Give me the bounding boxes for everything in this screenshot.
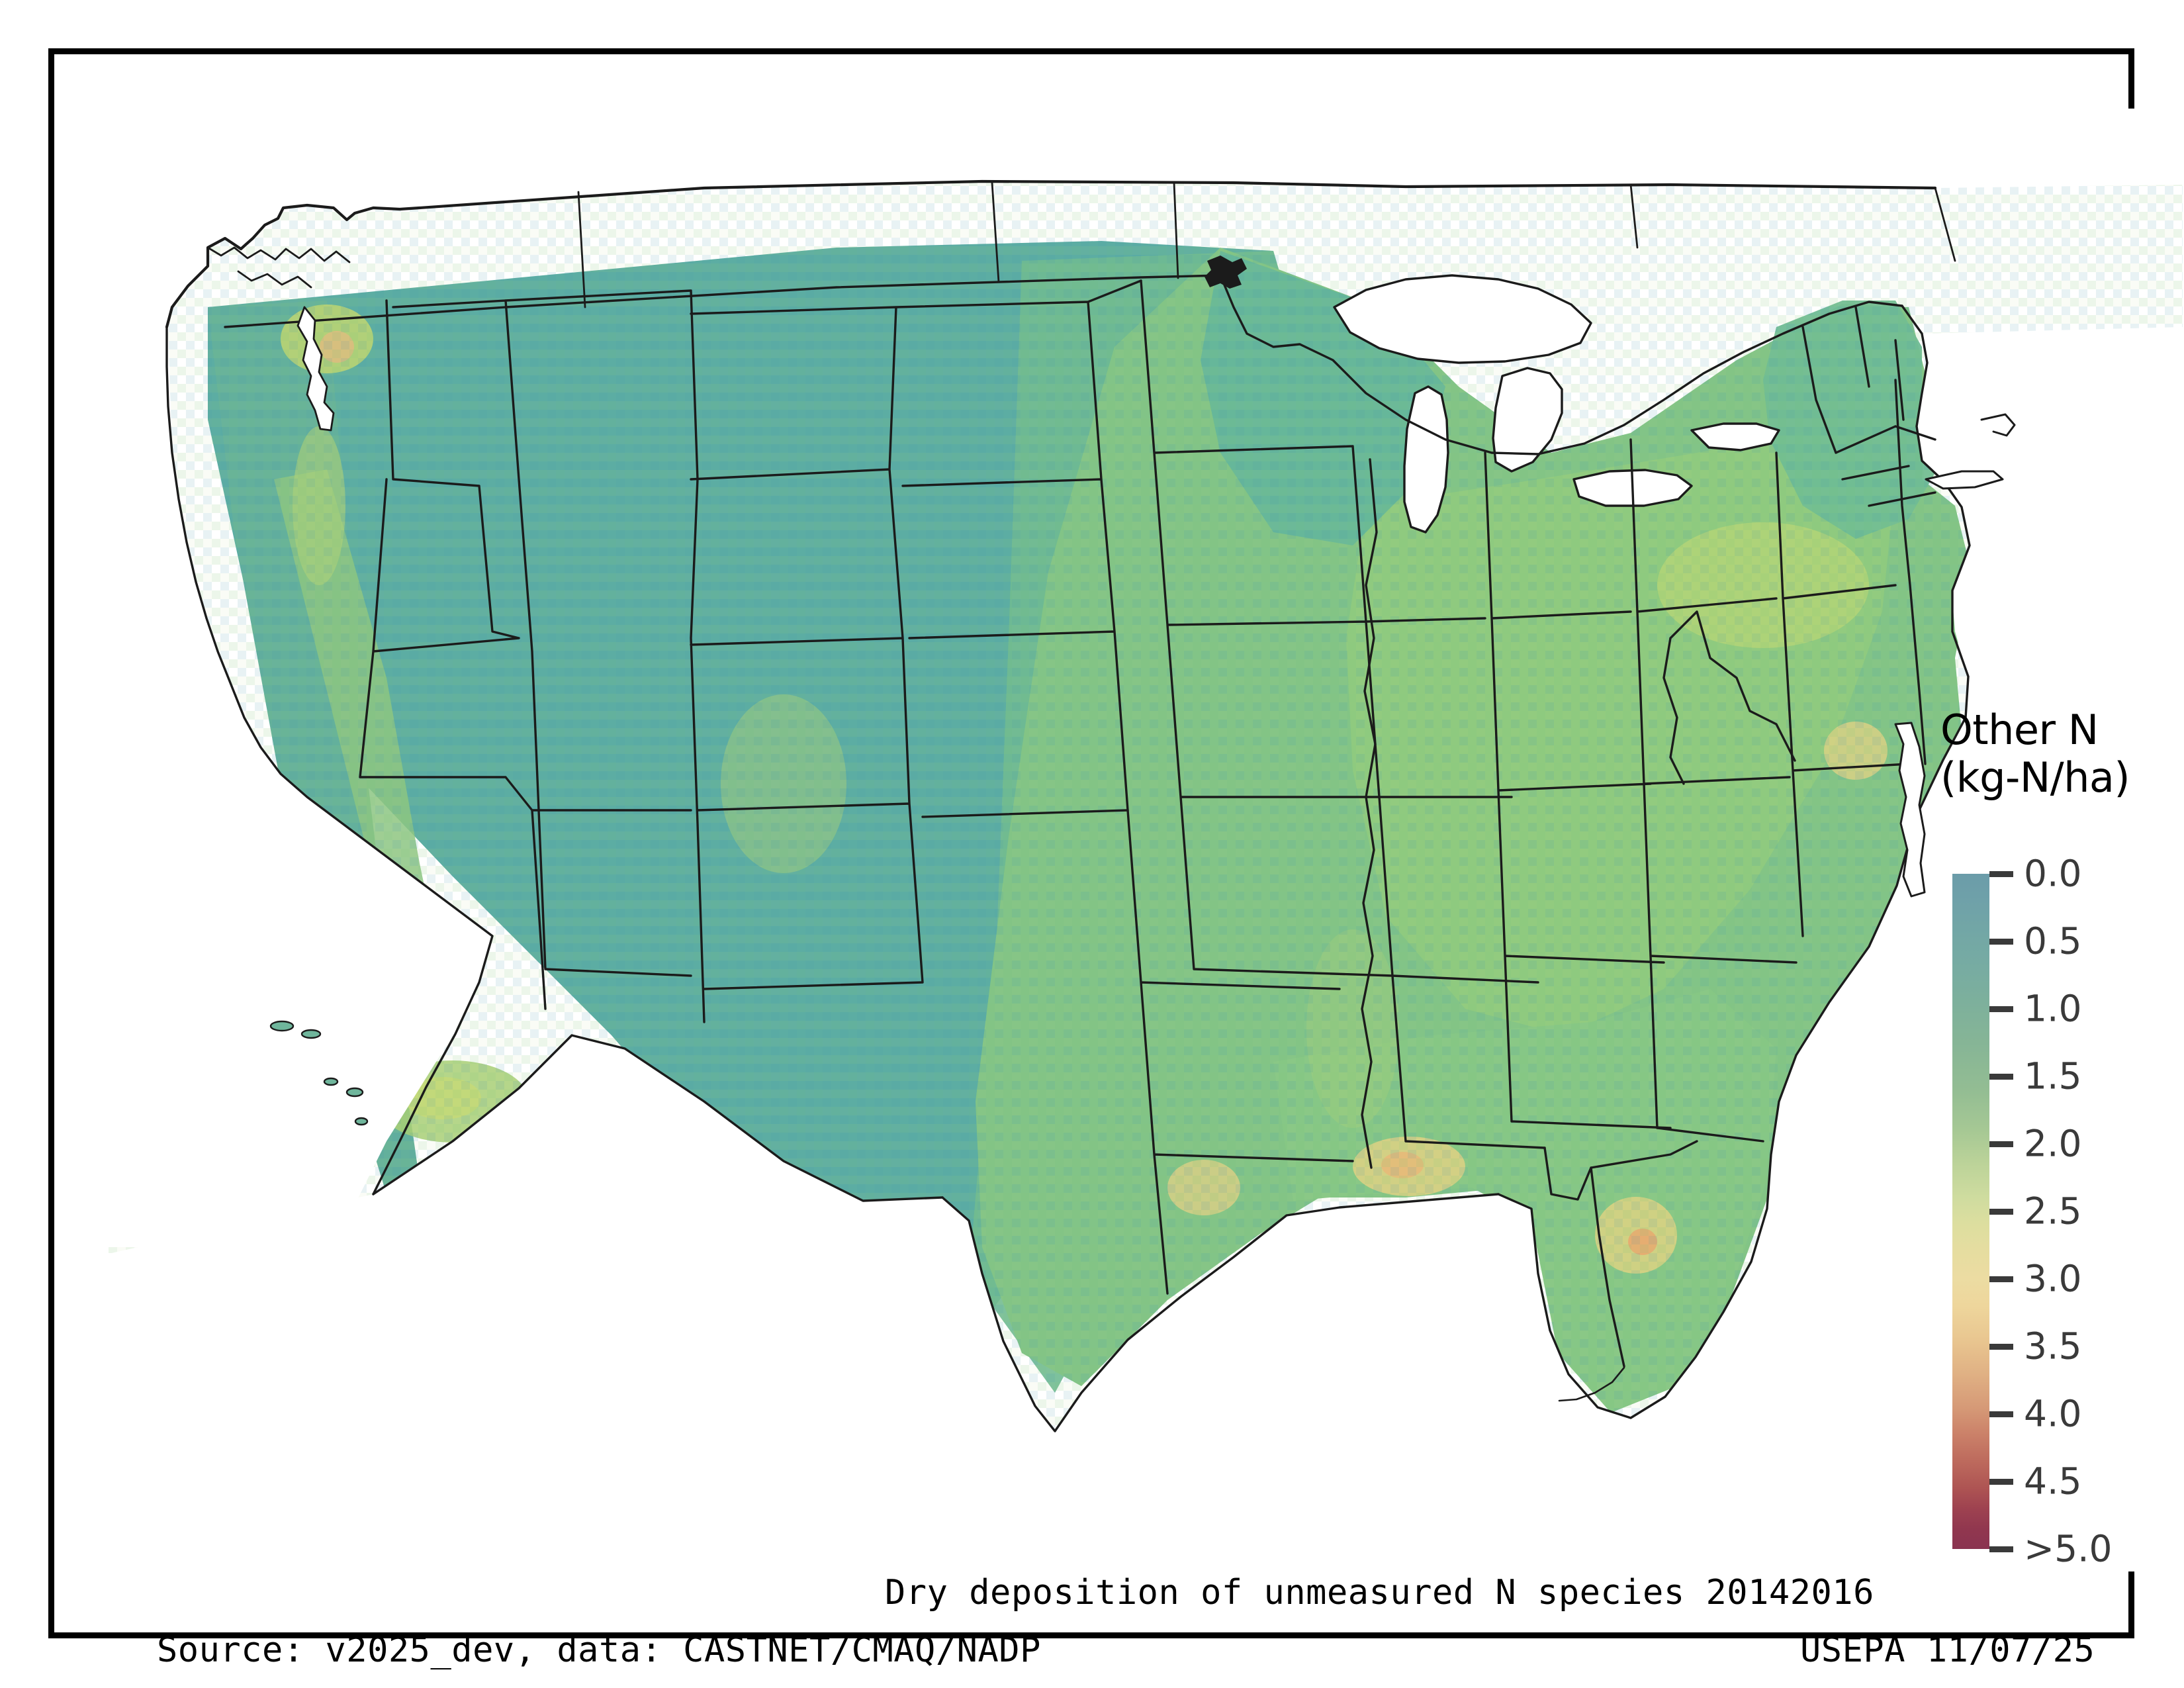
colorbar-tick-3 (1989, 1074, 2013, 1080)
east-coast (1497, 305, 1971, 1419)
puget-sound (296, 306, 335, 432)
figure-caption-source: Source: v2025_dev, data: CASTNET/CMAQ/NA… (157, 1630, 1041, 1670)
lake-superior (1333, 274, 1592, 364)
colorbar-tick-8 (1989, 1411, 2013, 1417)
florida-keys (1558, 1366, 1625, 1402)
colorbar-title: Other N (kg-N/ha) (1940, 706, 2184, 802)
state-lines-central (1126, 279, 1546, 1295)
colorbar-tick-7 (1989, 1344, 2013, 1350)
figure-frame: Other N (kg-N/ha) 0.0 0.5 1.0 1.5 2.0 2.… (48, 48, 2183, 1670)
mask-pacific (109, 307, 492, 1247)
lake-of-the-woods (1205, 256, 1247, 289)
lake-michigan (1403, 385, 1449, 534)
lake-huron (1492, 367, 1563, 473)
gulf-coast (941, 1193, 1500, 1432)
west-coast (165, 326, 494, 1196)
canada-province-lines (577, 181, 1956, 308)
colorbar-label-0: 0.0 (2024, 852, 2082, 895)
state-lines-appalachia (1662, 610, 1796, 785)
colorbar-title-line1: Other N (1940, 706, 2099, 754)
colorbar-tick-1 (1989, 939, 2013, 945)
mask-canada (109, 109, 2183, 327)
lake-ontario (1690, 422, 1780, 451)
colorbar-label-4: 2.0 (2024, 1122, 2082, 1165)
boundaries (165, 179, 2016, 1432)
colorbar-gradient (1952, 874, 1989, 1549)
mask-mexico-gulf (109, 327, 2183, 1571)
colorbar-title-line2: (kg-N/ha) (1940, 753, 2130, 802)
map-canvas (109, 109, 2183, 1571)
figure-caption-agency: USEPA 11/07/25 (1800, 1630, 2095, 1670)
great-lakes (1333, 274, 1780, 534)
colorbar-label-7: 3.5 (2024, 1325, 2082, 1368)
colorbar-tick-2 (1989, 1006, 2013, 1012)
mexico-border (372, 1034, 944, 1202)
cape-cod (1980, 413, 2016, 437)
colorbar-label-1: 0.5 (2024, 919, 2082, 962)
colorbar-legend: Other N (kg-N/ha) 0.0 0.5 1.0 1.5 2.0 2.… (1907, 706, 2184, 1570)
long-island (1925, 470, 2004, 490)
colorbar-tick-4 (1989, 1141, 2013, 1147)
colorbar-label-9: 4.5 (2024, 1460, 2082, 1503)
colorbar-label-3: 1.5 (2024, 1055, 2082, 1098)
no-data-mask (109, 109, 2183, 1571)
colorbar-tick-9 (1989, 1479, 2013, 1485)
colorbar-tick-10 (1989, 1546, 2013, 1552)
colorbar-tick-5 (1989, 1209, 2013, 1215)
colorbar-label-2: 1.0 (2024, 987, 2082, 1030)
colorbar-label-8: 4.0 (2024, 1392, 2082, 1435)
chesapeake-bay (1894, 722, 1926, 898)
colorbar-label-10: >5.0 (2024, 1527, 2113, 1570)
mississippi-river-border (1361, 458, 1378, 1169)
channel-islands (269, 1020, 369, 1126)
colorbar-tick-6 (1989, 1276, 2013, 1282)
conus-outline (165, 179, 1937, 329)
colorbar-tick-0 (1989, 871, 2013, 877)
state-lines-southeast (1543, 1140, 1698, 1368)
state-lines-east (1484, 379, 1927, 1143)
colorbar-label-6: 3.0 (2024, 1257, 2082, 1300)
colorbar-label-5: 2.5 (2024, 1190, 2082, 1233)
state-lines-west (359, 279, 1142, 1023)
conus-deposition-map (109, 109, 2183, 1571)
state-lines-northeast (1801, 306, 1936, 507)
figure-caption-title: Dry deposition of unmeasured N species 2… (885, 1573, 1874, 1613)
bc-coast-detail (206, 246, 351, 289)
